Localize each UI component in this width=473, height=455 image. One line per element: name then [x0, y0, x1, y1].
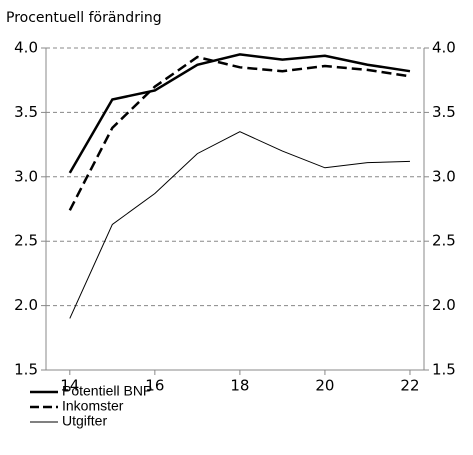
chart-title: Procentuell förändring — [6, 10, 162, 26]
y2-tick-label: 4.0 — [432, 39, 456, 57]
x-tick-label: 22 — [400, 377, 419, 395]
y-tick-label: 3.0 — [14, 167, 38, 185]
y2-tick-label: 3.0 — [432, 167, 456, 185]
series-line — [68, 53, 411, 174]
legend-label: Utgifter — [62, 413, 107, 429]
series-line — [69, 131, 410, 319]
legend-label: Potentiell BNP — [62, 383, 152, 399]
y2-tick-label: 2.5 — [432, 232, 456, 250]
legend-label: Inkomster — [62, 398, 124, 414]
y-tick-label: 3.5 — [14, 103, 38, 121]
series-line — [68, 55, 411, 211]
y-tick-label: 2.5 — [14, 232, 38, 250]
x-tick-label: 20 — [315, 377, 334, 395]
y-tick-label: 1.5 — [14, 361, 38, 379]
y2-tick-label: 1.5 — [432, 361, 456, 379]
y-tick-label: 4.0 — [14, 39, 38, 57]
x-tick-label: 18 — [230, 377, 249, 395]
x-tick-label: 14 — [60, 377, 79, 395]
x-tick-label: 16 — [145, 377, 164, 395]
y2-tick-label: 2.0 — [432, 296, 456, 314]
y-tick-label: 2.0 — [14, 296, 38, 314]
y2-tick-label: 3.5 — [432, 103, 456, 121]
